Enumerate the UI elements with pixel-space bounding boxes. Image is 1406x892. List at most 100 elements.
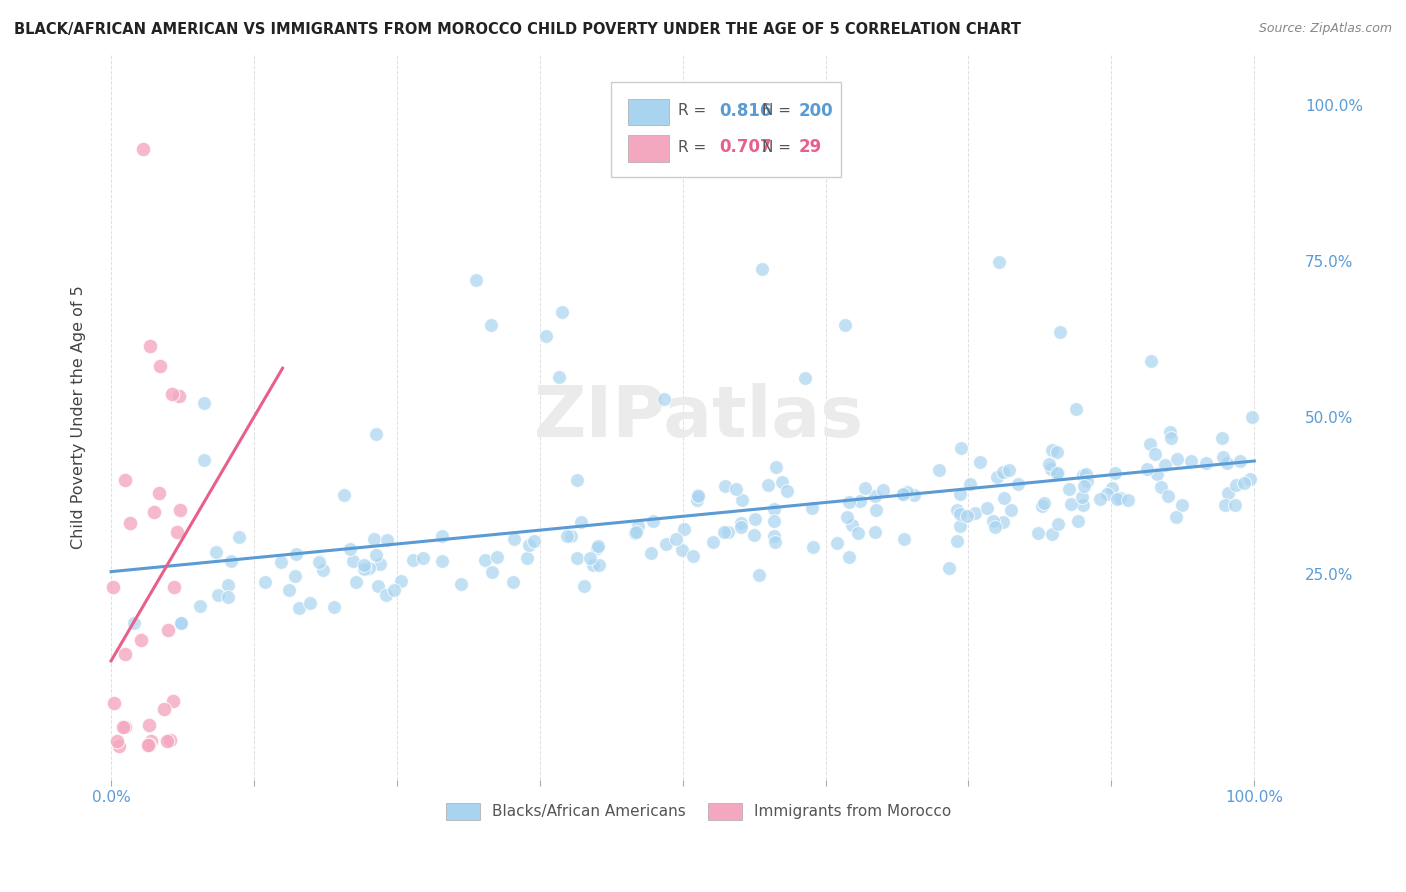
Point — [474, 553, 496, 567]
Point — [1225, 498, 1247, 512]
Point — [938, 561, 960, 575]
Point — [138, 738, 160, 752]
Point — [956, 508, 979, 523]
Point — [1026, 526, 1049, 541]
Point — [640, 546, 662, 560]
Point — [384, 583, 406, 598]
Point — [122, 616, 145, 631]
Point — [654, 536, 676, 550]
Point — [1071, 490, 1094, 504]
Point — [332, 488, 354, 502]
Point — [991, 516, 1014, 530]
Point — [578, 551, 600, 566]
Point — [582, 558, 605, 572]
Point — [114, 720, 136, 734]
Point — [188, 599, 211, 613]
Point — [891, 487, 914, 501]
Point — [744, 511, 766, 525]
Point — [485, 550, 508, 565]
Point — [765, 460, 787, 475]
Point — [1157, 489, 1180, 503]
Point — [167, 389, 190, 403]
Point — [751, 262, 773, 277]
Point — [801, 500, 824, 515]
Point — [1059, 497, 1081, 511]
Point — [1108, 491, 1130, 505]
Point — [730, 516, 752, 531]
Point — [160, 386, 183, 401]
Point — [344, 574, 367, 589]
Point — [896, 485, 918, 500]
Point — [983, 514, 1005, 528]
Point — [1073, 467, 1095, 482]
Point — [353, 558, 375, 572]
Y-axis label: Child Poverty Under the Age of 5: Child Poverty Under the Age of 5 — [72, 285, 86, 549]
Text: BLACK/AFRICAN AMERICAN VS IMMIGRANTS FROM MOROCCO CHILD POVERTY UNDER THE AGE OF: BLACK/AFRICAN AMERICAN VS IMMIGRANTS FRO… — [14, 22, 1021, 37]
Point — [389, 574, 412, 588]
Text: N =: N = — [762, 140, 796, 154]
Point — [450, 576, 472, 591]
Point — [686, 488, 709, 502]
FancyBboxPatch shape — [610, 82, 841, 177]
Point — [1040, 462, 1063, 476]
Point — [1153, 458, 1175, 472]
Point — [139, 734, 162, 748]
Point — [1101, 481, 1123, 495]
Point — [534, 329, 557, 343]
Point — [1216, 486, 1239, 500]
Point — [1088, 491, 1111, 506]
Point — [1143, 447, 1166, 461]
Point — [159, 733, 181, 747]
Point — [834, 318, 856, 332]
Point — [1073, 479, 1095, 493]
Point — [142, 505, 165, 519]
Legend: Blacks/African Americans, Immigrants from Morocco: Blacks/African Americans, Immigrants fro… — [440, 797, 957, 826]
Point — [163, 580, 186, 594]
Point — [107, 739, 129, 753]
Point — [673, 522, 696, 536]
Point — [1140, 354, 1163, 368]
Point — [364, 548, 387, 562]
Point — [366, 426, 388, 441]
Point — [560, 529, 582, 543]
Point — [548, 370, 571, 384]
Point — [863, 525, 886, 540]
Point — [976, 500, 998, 515]
Point — [323, 600, 346, 615]
Point — [569, 515, 592, 529]
Point — [827, 535, 849, 549]
Point — [138, 738, 160, 752]
Point — [285, 547, 308, 561]
Point — [686, 489, 709, 503]
Point — [801, 541, 824, 555]
Point — [770, 475, 793, 490]
Point — [949, 518, 972, 533]
Point — [848, 526, 870, 541]
Text: 29: 29 — [799, 138, 821, 156]
Point — [551, 304, 574, 318]
Point — [516, 551, 538, 566]
Point — [205, 545, 228, 559]
Point — [367, 579, 389, 593]
Point — [342, 554, 364, 568]
Point — [865, 489, 887, 503]
Point — [312, 563, 335, 577]
Point — [1095, 487, 1118, 501]
Point — [402, 553, 425, 567]
Point — [517, 538, 540, 552]
Point — [481, 565, 503, 579]
Point — [624, 525, 647, 540]
Point — [991, 465, 1014, 479]
Point — [1040, 527, 1063, 541]
Point — [1212, 450, 1234, 465]
Point — [1105, 492, 1128, 507]
Point — [153, 702, 176, 716]
Point — [762, 514, 785, 528]
Point — [166, 525, 188, 540]
Point — [1225, 478, 1247, 492]
Point — [946, 534, 969, 549]
Point — [288, 601, 311, 615]
Text: 0.707: 0.707 — [718, 138, 772, 156]
Point — [588, 539, 610, 553]
Point — [686, 493, 709, 508]
